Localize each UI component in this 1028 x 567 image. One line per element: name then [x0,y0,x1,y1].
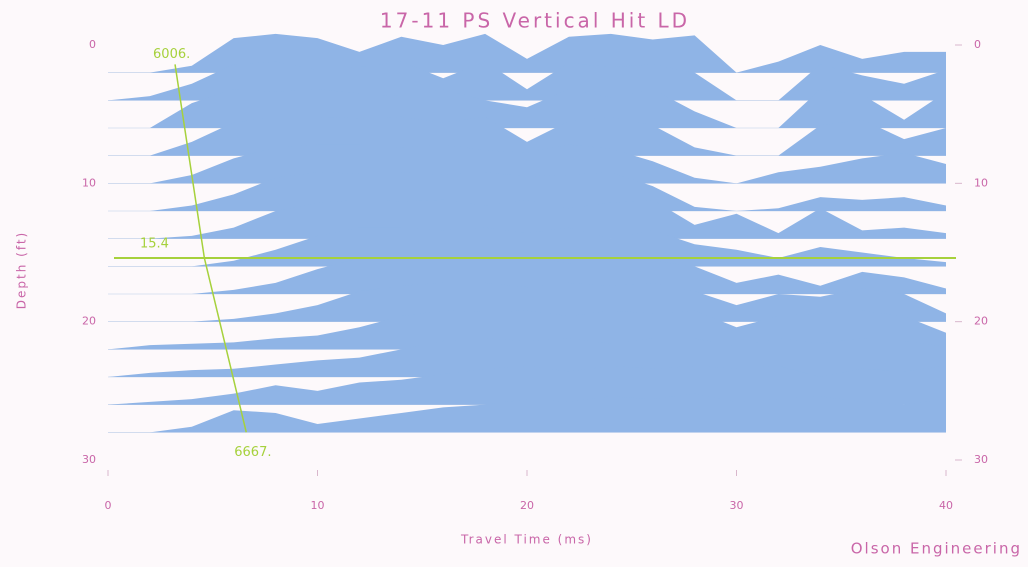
y-tick-label-right: 20 [974,315,988,328]
trace-fill [108,255,946,294]
trace-fill [108,310,946,350]
velocity-label: 6006. [153,47,190,62]
trace-fill [108,199,946,239]
y-tick-label: 30 [82,453,96,466]
depth-line-label: 15.4 [140,237,169,252]
chart-title: 17-11 PS Vertical Hit LD [380,9,690,33]
trace-fill [108,227,946,267]
trace-fill [108,282,946,322]
x-tick-label: 30 [730,499,744,512]
y-tick-label: 10 [82,176,96,189]
y-tick-label-right: 10 [974,176,988,189]
trace-fill [108,365,946,405]
y-tick-label: 0 [89,38,96,51]
x-tick-label: 20 [520,499,534,512]
y-axis-label: Depth (ft) [15,231,29,309]
velocity-label: 6667. [234,445,271,460]
trace-fill [108,393,946,433]
y-tick-label-right: 30 [974,453,988,466]
trace-fill [108,172,946,211]
velocity-line [203,257,247,433]
y-tick-label-right: 0 [974,38,981,51]
credit: Olson Engineering [851,540,1022,558]
trace-fill [108,33,946,73]
trace-fill [108,338,946,377]
x-axis-label: Travel Time (ms) [460,533,593,547]
velocity-line [174,64,206,259]
x-tick-label: 10 [311,499,325,512]
y-tick-label: 20 [82,315,96,328]
x-tick-label: 0 [105,499,112,512]
x-tick-label: 40 [939,499,953,512]
